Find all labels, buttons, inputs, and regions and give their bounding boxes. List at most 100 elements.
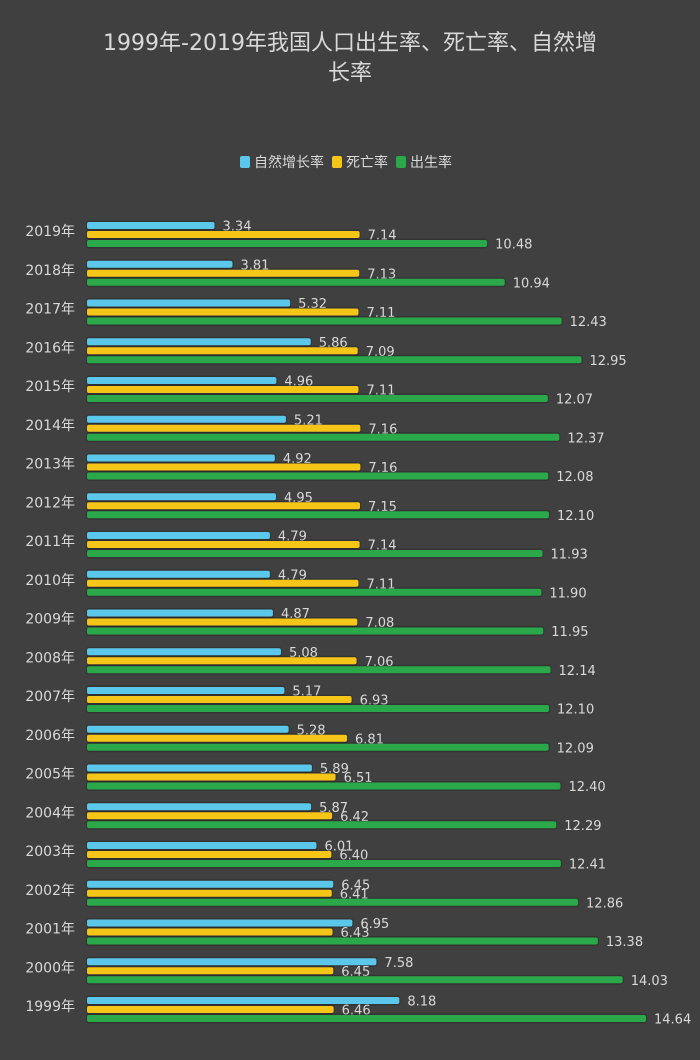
bar xyxy=(87,454,275,462)
bar xyxy=(87,743,549,751)
bar xyxy=(87,424,361,432)
bar xyxy=(87,299,291,307)
data-label: 7.13 xyxy=(367,267,396,282)
y-tick-label: 2019年 xyxy=(25,224,75,240)
bar xyxy=(87,550,543,557)
y-tick-label: 2014年 xyxy=(25,418,75,434)
data-label: 12.07 xyxy=(556,393,593,408)
data-label: 5.08 xyxy=(289,646,318,661)
y-tick-label: 2016年 xyxy=(25,340,75,356)
y-tick-label: 2009年 xyxy=(25,612,75,628)
legend-swatch xyxy=(396,156,406,168)
bar xyxy=(87,222,215,229)
bar xyxy=(87,231,360,238)
bar xyxy=(87,278,505,286)
chart-title-line-2: 长率 xyxy=(328,61,372,86)
bar xyxy=(87,618,358,626)
bar xyxy=(87,579,359,587)
data-label: 12.37 xyxy=(567,431,604,446)
bar xyxy=(87,687,285,694)
data-label: 7.11 xyxy=(366,306,395,321)
y-tick-label: 2007年 xyxy=(25,689,75,705)
data-label: 3.34 xyxy=(223,220,252,235)
data-label: 4.79 xyxy=(278,530,307,545)
data-label: 6.01 xyxy=(324,840,353,855)
data-label: 5.17 xyxy=(292,685,321,700)
data-label: 10.48 xyxy=(495,238,532,253)
data-label: 10.94 xyxy=(513,276,550,291)
bar xyxy=(87,570,270,578)
data-label: 6.45 xyxy=(341,878,370,893)
data-label: 12.10 xyxy=(557,509,594,524)
bar xyxy=(87,338,311,346)
bar xyxy=(87,967,334,975)
y-tick-label: 1999年 xyxy=(25,999,75,1015)
data-label: 12.43 xyxy=(570,315,607,330)
bar xyxy=(87,588,542,596)
bar xyxy=(87,1015,646,1022)
bar xyxy=(87,609,273,617)
y-tick-label: 2012年 xyxy=(25,495,75,511)
data-label: 14.03 xyxy=(631,974,668,989)
data-label: 4.96 xyxy=(284,375,313,390)
bar xyxy=(87,269,360,277)
plot-area: 2019年 3.34 7.14 10.48 2018年 3.81 7.13 10.94 2017… xyxy=(25,220,691,1028)
data-label: 5.32 xyxy=(298,297,327,312)
data-label: 6.51 xyxy=(344,771,373,786)
data-label: 6.40 xyxy=(339,849,368,864)
data-label: 7.06 xyxy=(365,655,394,670)
chart-title-line-1: 1999年-2019年我国人口出生率、死亡率、自然增 xyxy=(103,31,597,56)
bar xyxy=(87,812,333,820)
y-tick-label: 2017年 xyxy=(25,302,75,318)
data-label: 8.18 xyxy=(407,995,436,1010)
data-label: 12.10 xyxy=(557,703,594,718)
bar xyxy=(87,842,317,849)
legend-swatch xyxy=(240,156,250,168)
data-label: 7.15 xyxy=(368,500,397,515)
bar xyxy=(87,493,277,501)
y-tick-label: 2000年 xyxy=(25,960,75,976)
data-label: 7.11 xyxy=(366,577,395,592)
data-label: 5.86 xyxy=(319,336,348,351)
data-label: 6.81 xyxy=(355,732,384,747)
bar xyxy=(87,734,348,742)
data-label: 4.95 xyxy=(284,491,313,506)
bar xyxy=(87,851,332,858)
bar xyxy=(87,541,360,548)
bar xyxy=(87,511,550,519)
data-label: 14.64 xyxy=(654,1013,691,1028)
data-label: 7.16 xyxy=(368,461,397,476)
y-tick-label: 2004年 xyxy=(25,805,75,821)
data-label: 12.29 xyxy=(564,819,601,834)
bar xyxy=(87,860,561,867)
bar xyxy=(87,666,551,674)
bar xyxy=(87,898,579,906)
y-tick-label: 2015年 xyxy=(25,379,75,395)
data-label: 4.87 xyxy=(281,607,310,622)
data-label: 4.92 xyxy=(283,452,312,467)
data-label: 13.38 xyxy=(606,935,643,950)
bar xyxy=(87,240,488,247)
y-tick-label: 2002年 xyxy=(25,883,75,899)
data-label: 7.09 xyxy=(366,345,395,360)
legend-label: 自然增长率 xyxy=(254,154,324,171)
data-label: 12.95 xyxy=(589,354,626,369)
bar xyxy=(87,377,277,384)
data-label: 6.46 xyxy=(342,1004,371,1019)
data-label: 12.86 xyxy=(586,896,623,911)
bar xyxy=(87,395,548,402)
data-label: 7.16 xyxy=(368,422,397,437)
bar xyxy=(87,705,550,712)
legend-item: 自然增长率 xyxy=(240,154,324,171)
bar xyxy=(87,782,561,790)
legend-swatch xyxy=(332,156,342,168)
bar xyxy=(87,347,358,355)
bar xyxy=(87,997,400,1004)
bar xyxy=(87,803,312,811)
bar xyxy=(87,433,560,441)
bar xyxy=(87,880,334,888)
data-label: 6.41 xyxy=(340,887,369,902)
data-label: 7.14 xyxy=(368,539,397,554)
bar xyxy=(87,937,598,945)
